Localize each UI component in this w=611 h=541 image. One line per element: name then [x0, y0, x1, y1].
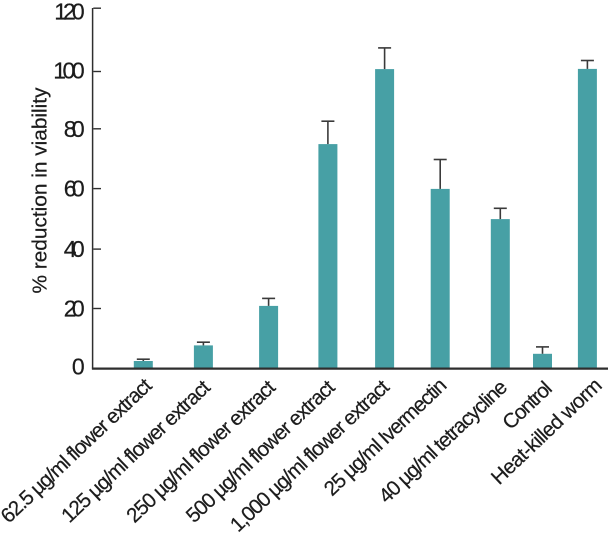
svg-text:20: 20 — [64, 295, 85, 321]
svg-text:0: 0 — [72, 354, 85, 380]
svg-text:40: 40 — [64, 236, 85, 262]
svg-text:60: 60 — [64, 176, 85, 202]
svg-text:80: 80 — [64, 116, 85, 142]
svg-text:120: 120 — [54, 0, 85, 24]
svg-text:100: 100 — [53, 58, 85, 84]
svg-text:% reduction in viability: % reduction in viability — [29, 87, 52, 294]
